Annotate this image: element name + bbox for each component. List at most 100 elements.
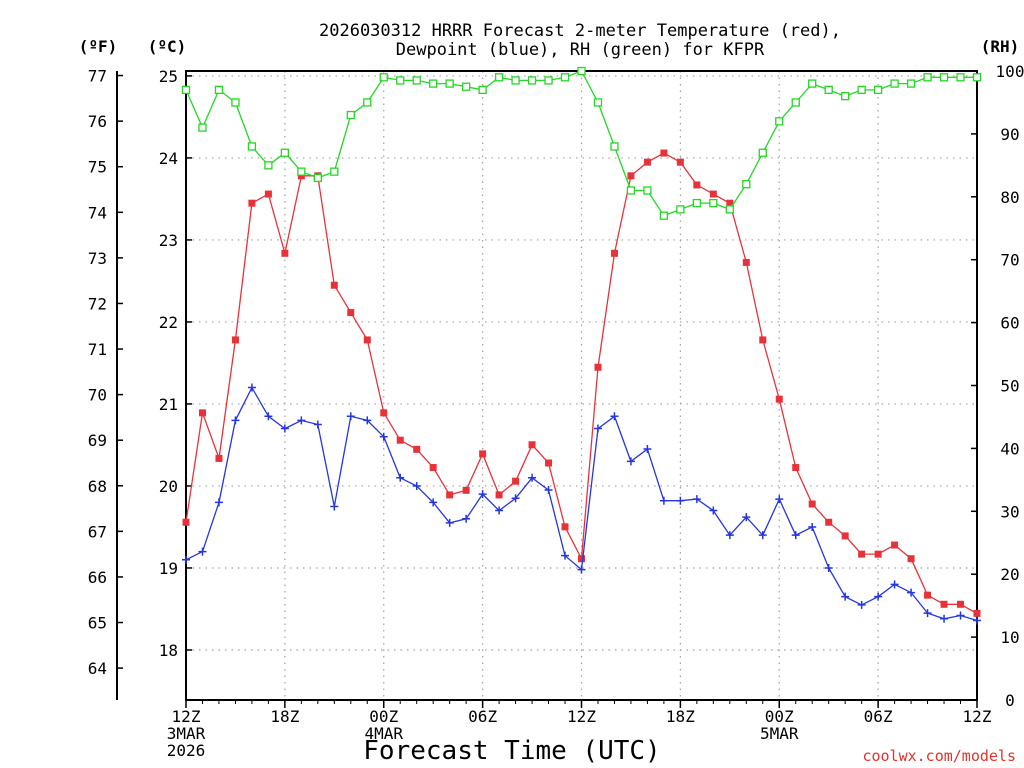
rh-point (412, 76, 421, 85)
2-meter-temperature-point (578, 555, 585, 563)
fahrenheit-tick-label: 72 (88, 294, 107, 313)
celsius-tick-label: 22 (159, 313, 178, 332)
2-meter-temperature-point (775, 395, 783, 403)
dewpoint-point (593, 424, 602, 433)
2-meter-temperature-point (643, 158, 651, 166)
2-meter-temperature-point (841, 532, 849, 540)
date-label: 5MAR (760, 724, 799, 743)
dewpoint-point (182, 555, 190, 564)
celsius-tick-label: 20 (159, 477, 178, 496)
dewpoint-point (692, 495, 701, 504)
dewpoint-point (676, 496, 685, 505)
dewpoint-point (956, 611, 965, 620)
fahrenheit-tick-label: 64 (88, 659, 107, 678)
2-meter-temperature-point (709, 190, 717, 198)
data-series (181, 66, 982, 625)
fahrenheit-unit-label: (ºF) (79, 37, 118, 56)
2-meter-temperature-point (512, 477, 520, 485)
dewpoint-point (412, 481, 421, 490)
dewpoint-point (528, 473, 537, 482)
dewpoint-point (429, 498, 438, 507)
rh-point (709, 198, 718, 208)
2-meter-temperature-point (693, 181, 701, 189)
fahrenheit-tick-label: 77 (88, 67, 107, 86)
2-meter-temperature-point (594, 363, 602, 371)
dewpoint-point (791, 531, 800, 540)
rh-tick-label: 0 (1005, 691, 1015, 710)
x-axis-label: Forecast Time (UTC) (363, 736, 660, 766)
dewpoint-point (478, 490, 487, 499)
tick-labels: 64 65 66 67 68 69 70 71 72 73 74 75 76 77 18 19 20 21 22 23… (88, 62, 1024, 760)
rh-point (742, 180, 751, 189)
rh-point (247, 142, 257, 151)
rh-point (429, 79, 438, 88)
rh-point (264, 161, 273, 170)
rh-tick-label: 90 (1000, 125, 1019, 144)
axes (116, 70, 978, 708)
dewpoint-point (973, 616, 981, 625)
2-meter-temperature-point (891, 541, 899, 549)
2-meter-temperature-point (627, 172, 635, 180)
rh-tick-label: 30 (1000, 502, 1019, 521)
rh-point (445, 79, 454, 88)
celsius-tick-label: 24 (159, 149, 178, 168)
fahrenheit-tick-label: 71 (88, 340, 107, 359)
rh-point (676, 205, 685, 214)
rh-tick-label: 20 (1000, 565, 1019, 584)
2-meter-temperature-point (248, 199, 256, 207)
2-meter-temperature-point (182, 518, 190, 526)
rh-point (972, 73, 982, 82)
x-tick-label: 00Z (765, 707, 794, 726)
2-meter-temperature-point (281, 249, 289, 257)
fahrenheit-tick-label: 67 (88, 522, 107, 541)
dewpoint-point (758, 531, 767, 540)
dewpoint-point (330, 502, 339, 511)
2-meter-temperature-point (198, 409, 206, 417)
rh-tick-label: 10 (1000, 628, 1019, 647)
2-meter-temperature-point (676, 158, 684, 166)
2-meter-temperature-point (940, 600, 948, 608)
credit-link[interactable]: coolwx.com/models (862, 747, 1016, 765)
2-meter-temperature-point (545, 459, 553, 467)
rh-point (775, 117, 784, 126)
dewpoint-point (610, 412, 619, 421)
rh-point (494, 73, 504, 82)
dewpoint-point (907, 588, 916, 597)
fahrenheit-tick-label: 69 (88, 431, 107, 450)
rh-point (725, 205, 734, 214)
rh-tick-label: 70 (1000, 251, 1019, 270)
rh-point (461, 82, 471, 91)
rh-point (626, 186, 636, 195)
date-label: 2026 (167, 741, 206, 760)
x-tick-label: 12Z (172, 707, 201, 726)
rh-point (643, 186, 652, 195)
celsius-unit-label: (ºC) (148, 37, 187, 56)
rh-point (857, 85, 866, 95)
rh-point (577, 66, 586, 76)
2-meter-temperature-point (610, 249, 618, 257)
2-meter-temperature-point (742, 258, 750, 266)
rh-tick-label: 40 (1000, 439, 1019, 458)
2-meter-temperature-point (808, 500, 816, 508)
dewpoint-point (544, 486, 553, 495)
rh-tick-label: 80 (1000, 188, 1019, 207)
dewpoint-point (808, 522, 817, 531)
rh-point (527, 76, 537, 85)
date-label: 4MAR (364, 724, 403, 743)
rh-point (923, 73, 932, 82)
date-label: 3MAR (167, 724, 206, 743)
2-meter-temperature-point (264, 190, 272, 198)
x-tick-label: 12Z (567, 707, 596, 726)
2-meter-temperature-point (528, 441, 536, 449)
fahrenheit-tick-label: 76 (88, 112, 107, 131)
dewpoint-point (841, 592, 850, 601)
dewpoint-point (561, 551, 570, 560)
dewpoint-point (940, 614, 949, 623)
chart-title-line-1: 2026030312 HRRR Forecast 2-meter Tempera… (319, 21, 841, 41)
rh-point (824, 85, 833, 95)
rh-point (873, 85, 883, 95)
rh-point (544, 76, 553, 85)
rh-point (478, 85, 487, 95)
x-tick-label: 18Z (666, 707, 695, 726)
rh-point (346, 110, 355, 120)
